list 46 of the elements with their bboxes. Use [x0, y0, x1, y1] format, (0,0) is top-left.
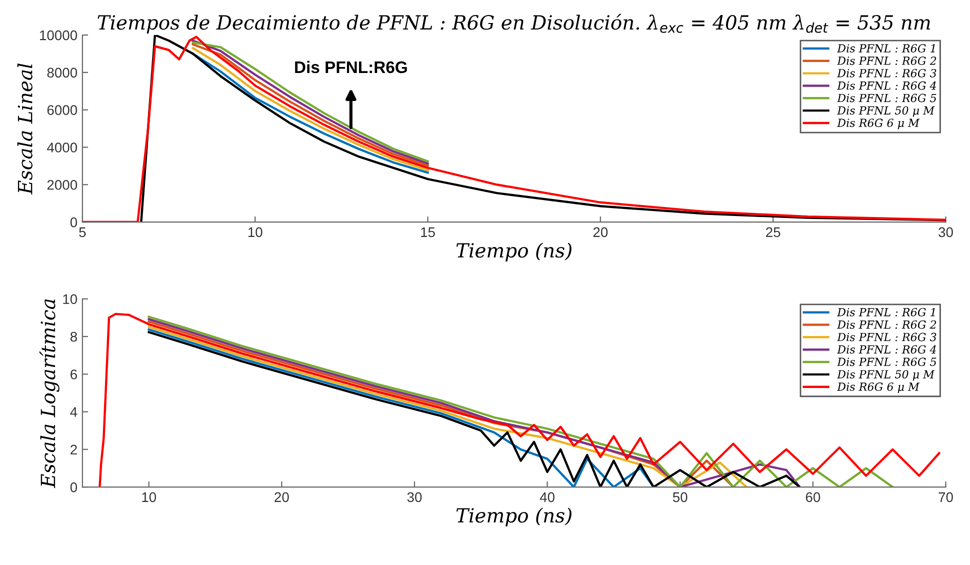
- x-tick-label: 50: [672, 492, 688, 502]
- y-tick-label: 8: [70, 332, 77, 342]
- x-tick-label: 15: [421, 227, 435, 238]
- legend-label: Dis PFNL : R6G 5: [836, 94, 936, 102]
- legend-label: Dis PFNL : R6G 2: [836, 56, 936, 65]
- y-tick-label: 6: [70, 369, 77, 380]
- y-tick-label: 8000: [47, 68, 78, 78]
- y-tick-label: 4: [70, 407, 78, 417]
- x-axis-title: Tiempo (ns): [456, 242, 572, 262]
- legend-label: Dis R6G 6 μ M: [836, 382, 920, 394]
- x-axis-title: Tiempo (ns): [456, 508, 572, 526]
- legend-label: Dis PFNL : R6G 3: [836, 332, 936, 342]
- chart-title: Tiempos de Decaimiento de PFNL : R6G en Disolución. λ$_{exc}$ = 405 nm λ$_{det}$ = 535 nm: [98, 14, 930, 34]
- y-tick-label: 0: [70, 482, 78, 492]
- y-tick-label: 10: [63, 294, 78, 304]
- y-axis-title: Escala Lineal: [17, 64, 32, 195]
- legend-label: Dis R6G 6 μ M: [836, 118, 920, 130]
- x-tick-label: 60: [806, 492, 820, 502]
- x-tick-label: 10: [142, 492, 156, 502]
- y-tick-label: 10000: [40, 30, 78, 40]
- x-tick-label: 20: [274, 492, 289, 502]
- y-tick-label: 6000: [47, 105, 78, 116]
- x-tick-label: 25: [766, 227, 780, 238]
- legend-label: Dis PFNL : R6G 1: [836, 308, 935, 316]
- legend-label: Dis PFNL : R6G 2: [836, 320, 936, 329]
- y-tick-label: 2000: [47, 180, 78, 190]
- x-tick-label: 5: [79, 227, 86, 238]
- legend-label: Dis PFNL 50 μ M: [836, 106, 935, 117]
- x-tick-label: 40: [540, 492, 554, 502]
- annotation: Dis PFNL:R6G: [295, 60, 407, 74]
- legend-label: Dis PFNL 50 μ M: [836, 370, 935, 381]
- legend-label: Dis PFNL : R6G 3: [836, 68, 936, 78]
- legend-label: Dis PFNL : R6G 4: [836, 345, 936, 354]
- x-tick-label: 20: [593, 227, 608, 238]
- legend-label: Dis PFNL : R6G 4: [836, 81, 936, 90]
- line-series: [148, 328, 655, 488]
- legend-label: Dis PFNL : R6G 1: [836, 44, 935, 53]
- legend-label: Dis PFNL : R6G 5: [836, 358, 936, 366]
- x-tick-label: 70: [938, 492, 953, 502]
- y-tick-label: 4000: [47, 142, 78, 152]
- x-tick-label: 10: [248, 227, 262, 238]
- x-tick-label: 30: [407, 492, 422, 502]
- y-tick-label: 0: [70, 217, 78, 228]
- y-tick-label: 2: [70, 444, 77, 454]
- x-tick-label: 30: [938, 227, 953, 238]
- y-axis-title: Escala Logarítmica: [39, 299, 60, 488]
